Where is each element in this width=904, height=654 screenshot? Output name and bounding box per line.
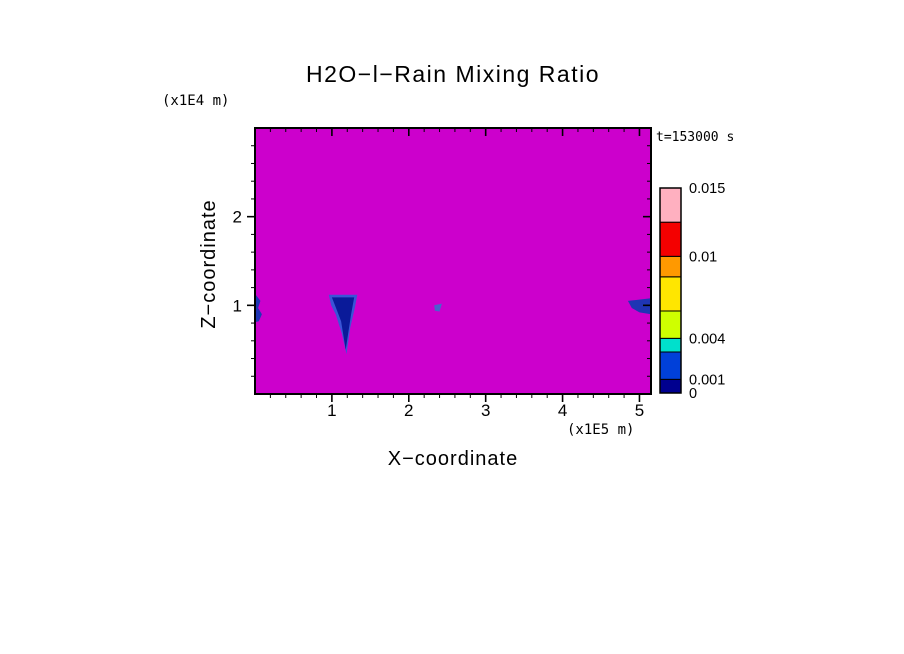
colorbar-label: 0.001 — [689, 372, 725, 388]
x-tick-label: 3 — [481, 401, 490, 420]
y-axis-title: Z−coordinate — [198, 199, 220, 329]
colorbar-label: 0.01 — [689, 249, 717, 265]
chart-title: H2O−l−Rain Mixing Ratio — [305, 61, 600, 87]
colorbar-segment — [659, 255, 682, 278]
colorbar-label: 0 — [689, 386, 697, 402]
rain-patch-right-edge — [627, 298, 651, 315]
y-tick-label: 2 — [233, 208, 242, 227]
y-tick-label: 1 — [233, 296, 242, 315]
colorbar-label: 0.015 — [689, 181, 725, 197]
colorbar-segment — [659, 221, 682, 257]
x-axis-units-label: (x1E5 m) — [567, 422, 635, 438]
rain-plume-core — [331, 297, 355, 350]
time-annotation: t=153000 s — [656, 130, 735, 145]
rain-patch-left-edge — [255, 293, 262, 323]
colorbar-segment — [659, 310, 682, 339]
x-tick-label: 2 — [404, 401, 413, 420]
colorbar-frame — [659, 187, 682, 394]
colorbar-segment — [659, 378, 682, 394]
colorbar-segment — [659, 351, 682, 380]
x-tick-label: 4 — [558, 401, 567, 420]
x-tick-label: 5 — [635, 401, 644, 420]
y-axis-units-label: (x1E4 m) — [162, 93, 230, 109]
plot-frame — [254, 127, 652, 395]
x-tick-label: 1 — [327, 401, 336, 420]
colorbar-label: 0.004 — [689, 331, 725, 347]
rain-speck — [434, 303, 442, 312]
colorbar-segment — [659, 187, 682, 223]
field-background — [255, 128, 651, 394]
colorbar-segment — [659, 337, 682, 353]
x-axis-title: X−coordinate — [387, 448, 519, 470]
colorbar-segment — [659, 276, 682, 312]
